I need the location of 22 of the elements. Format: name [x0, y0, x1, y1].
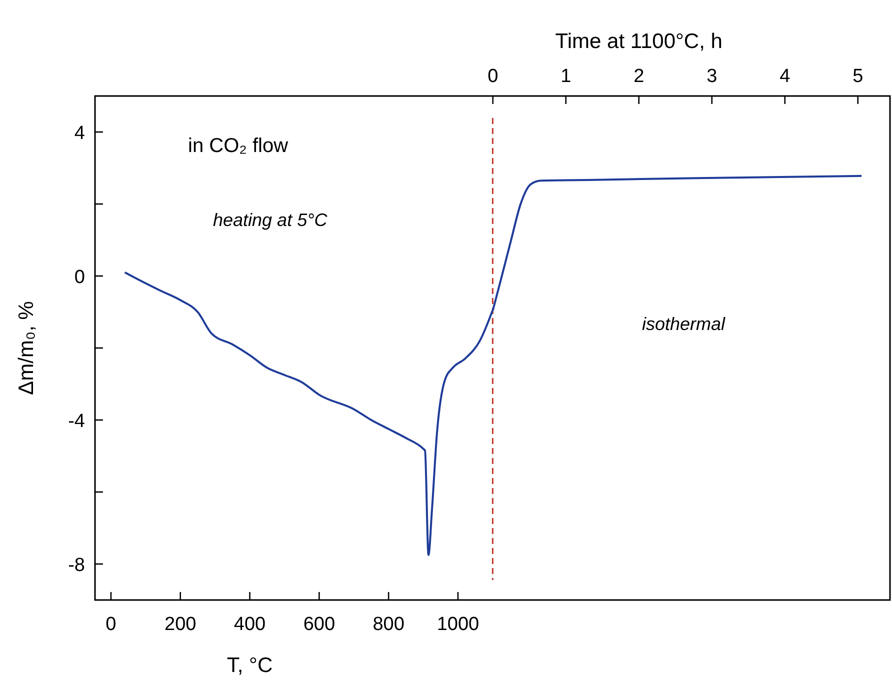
x2-tick-label: 3: [706, 66, 718, 87]
y-tick-label: -8: [68, 555, 85, 576]
x2-tick-label: 1: [560, 66, 572, 87]
x2-tick-label: 2: [634, 66, 644, 87]
x-tick-label: 1000: [436, 614, 480, 635]
x-tick-label: 200: [164, 614, 196, 635]
y-tick-label: 4: [74, 123, 86, 144]
x2-axis-title: Time at 1100°C, h: [555, 30, 722, 53]
x-tick-label: 400: [234, 614, 266, 635]
annotation: in CO₂ flow: [188, 135, 289, 157]
x-axis-title: T, °C: [226, 654, 273, 677]
x2-tick-label: 4: [780, 66, 791, 87]
x-tick-label: 600: [303, 614, 336, 635]
y-tick-label: 0: [74, 267, 85, 288]
x2-tick-label: 5: [852, 66, 864, 87]
y-tick-label: -4: [68, 411, 86, 432]
annotation: heating at 5°C: [213, 210, 328, 230]
y-axis-title: Δm/m₀, %: [15, 301, 38, 395]
annotation: isothermal: [642, 314, 726, 334]
x-tick-label: 0: [106, 614, 116, 635]
x2-tick-label: 0: [488, 66, 498, 87]
x-tick-label: 800: [372, 614, 404, 635]
